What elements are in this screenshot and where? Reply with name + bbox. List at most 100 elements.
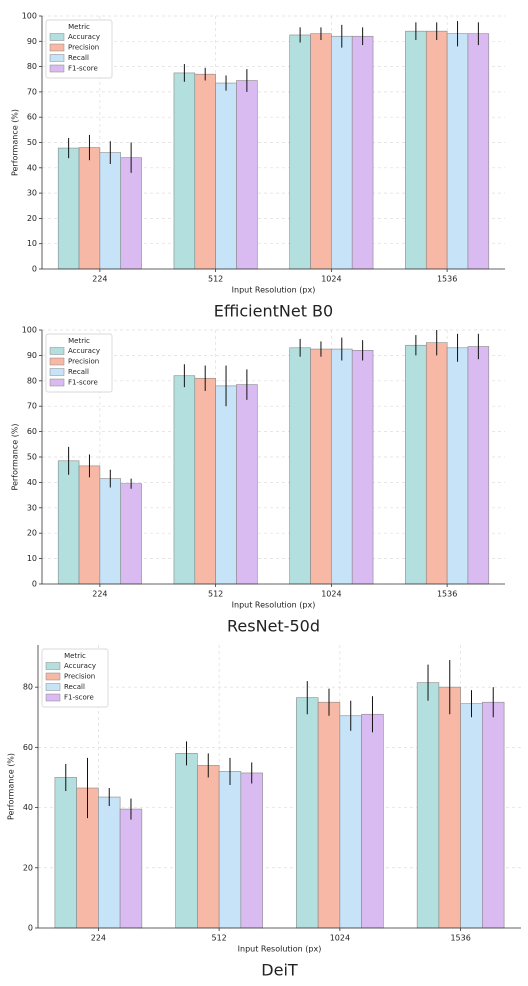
legend-label: Recall xyxy=(68,368,89,376)
bar xyxy=(351,35,374,270)
x-tick-label: 512 xyxy=(208,275,223,284)
bar xyxy=(317,701,341,929)
legend-label: Precision xyxy=(64,673,95,681)
y-tick-label: 10 xyxy=(27,554,37,563)
bar xyxy=(215,82,237,270)
y-tick-label: 70 xyxy=(27,402,37,411)
bar xyxy=(289,347,311,585)
bar xyxy=(197,765,220,929)
chart: 0 20 40 60 80 224 512 1024 1536 Input Resolution … xyxy=(7,645,521,980)
legend-label: Recall xyxy=(68,54,89,62)
x-tick-label: 224 xyxy=(92,590,107,599)
chart-title: EfficientNet B0 xyxy=(214,302,333,321)
bar xyxy=(175,753,198,929)
y-tick-label: 20 xyxy=(23,863,33,872)
x-tick-label: 512 xyxy=(211,934,226,943)
y-tick-label: 100 xyxy=(22,12,37,21)
x-tick-label: 512 xyxy=(208,590,223,599)
x-tick-label: 1536 xyxy=(450,934,470,943)
chart: 0 10 20 30 40 50 60 70 80 90 100 224 512 1024 1536 Inpu… xyxy=(11,12,505,321)
bar xyxy=(98,796,121,929)
bar xyxy=(57,460,80,585)
x-axis-label: Input Resolution (px) xyxy=(232,601,316,610)
legend-swatch xyxy=(45,693,61,702)
y-tick-label: 50 xyxy=(27,453,37,462)
legend-swatch xyxy=(49,33,65,41)
bar xyxy=(405,344,427,585)
legend-swatch xyxy=(49,368,65,376)
bar xyxy=(425,30,448,270)
legend-swatch xyxy=(49,347,65,355)
y-tick-label: 80 xyxy=(27,62,37,71)
x-axis-label: Input Resolution (px) xyxy=(238,945,322,954)
bar xyxy=(467,33,490,270)
bar xyxy=(236,80,258,270)
bar xyxy=(240,772,263,929)
y-tick-label: 100 xyxy=(22,326,37,335)
bar xyxy=(416,682,440,929)
bar xyxy=(460,703,483,929)
bar xyxy=(120,157,142,270)
chart: 0 10 20 30 40 50 60 70 80 90 100 224 512 1024 1536 Inpu… xyxy=(11,326,505,636)
y-tick-label: 80 xyxy=(27,376,37,385)
legend-swatch xyxy=(49,43,65,52)
y-tick-label: 90 xyxy=(27,37,37,46)
legend-swatch xyxy=(45,683,61,691)
bar xyxy=(99,152,122,270)
legend-swatch xyxy=(45,672,61,681)
legend-title: Metric xyxy=(68,337,90,345)
y-tick-label: 0 xyxy=(32,265,37,274)
bar xyxy=(361,713,384,929)
legend-label: Recall xyxy=(64,683,85,691)
legend-label: Accuracy xyxy=(64,662,96,670)
y-tick-label: 80 xyxy=(23,683,33,692)
bar xyxy=(289,34,311,270)
bar xyxy=(482,701,505,929)
y-tick-label: 20 xyxy=(27,214,37,223)
x-tick-label: 1024 xyxy=(321,590,341,599)
bar xyxy=(78,147,101,270)
bar xyxy=(296,697,319,929)
x-tick-label: 1024 xyxy=(321,275,341,284)
bar xyxy=(173,375,196,585)
legend-swatch xyxy=(45,662,61,670)
legend-label: Precision xyxy=(68,358,99,366)
x-tick-label: 1024 xyxy=(330,934,350,943)
y-tick-label: 60 xyxy=(27,427,37,436)
y-axis-label: Performance (%) xyxy=(7,753,16,820)
y-tick-label: 90 xyxy=(27,351,37,360)
legend-label: F1-score xyxy=(68,65,98,73)
legend-title: Metric xyxy=(64,652,86,660)
bar xyxy=(57,147,80,270)
bar xyxy=(467,346,490,585)
bar xyxy=(331,35,353,270)
x-axis-label: Input Resolution (px) xyxy=(232,286,316,295)
y-tick-label: 70 xyxy=(27,87,37,96)
legend-label: Accuracy xyxy=(68,347,100,355)
y-tick-label: 40 xyxy=(27,478,37,487)
bar xyxy=(218,771,242,929)
bar xyxy=(99,478,122,585)
y-tick-label: 30 xyxy=(27,189,37,198)
bar xyxy=(78,465,101,585)
legend-swatch xyxy=(49,357,65,366)
bar xyxy=(446,347,469,585)
bar xyxy=(119,808,143,929)
bar xyxy=(405,30,427,270)
bar xyxy=(120,483,142,585)
y-axis-label: Performance (%) xyxy=(11,109,20,176)
bar xyxy=(173,72,196,270)
bar xyxy=(446,33,469,270)
y-tick-label: 30 xyxy=(27,503,37,512)
bar xyxy=(425,342,448,585)
y-tick-label: 40 xyxy=(23,803,33,812)
legend-swatch xyxy=(49,378,65,387)
x-tick-label: 1536 xyxy=(437,590,457,599)
legend-label: Accuracy xyxy=(68,33,100,41)
bar xyxy=(438,686,461,929)
x-tick-label: 224 xyxy=(91,934,106,943)
y-axis-label: Performance (%) xyxy=(11,423,20,490)
y-tick-label: 10 xyxy=(27,239,37,248)
y-tick-label: 60 xyxy=(23,743,33,752)
